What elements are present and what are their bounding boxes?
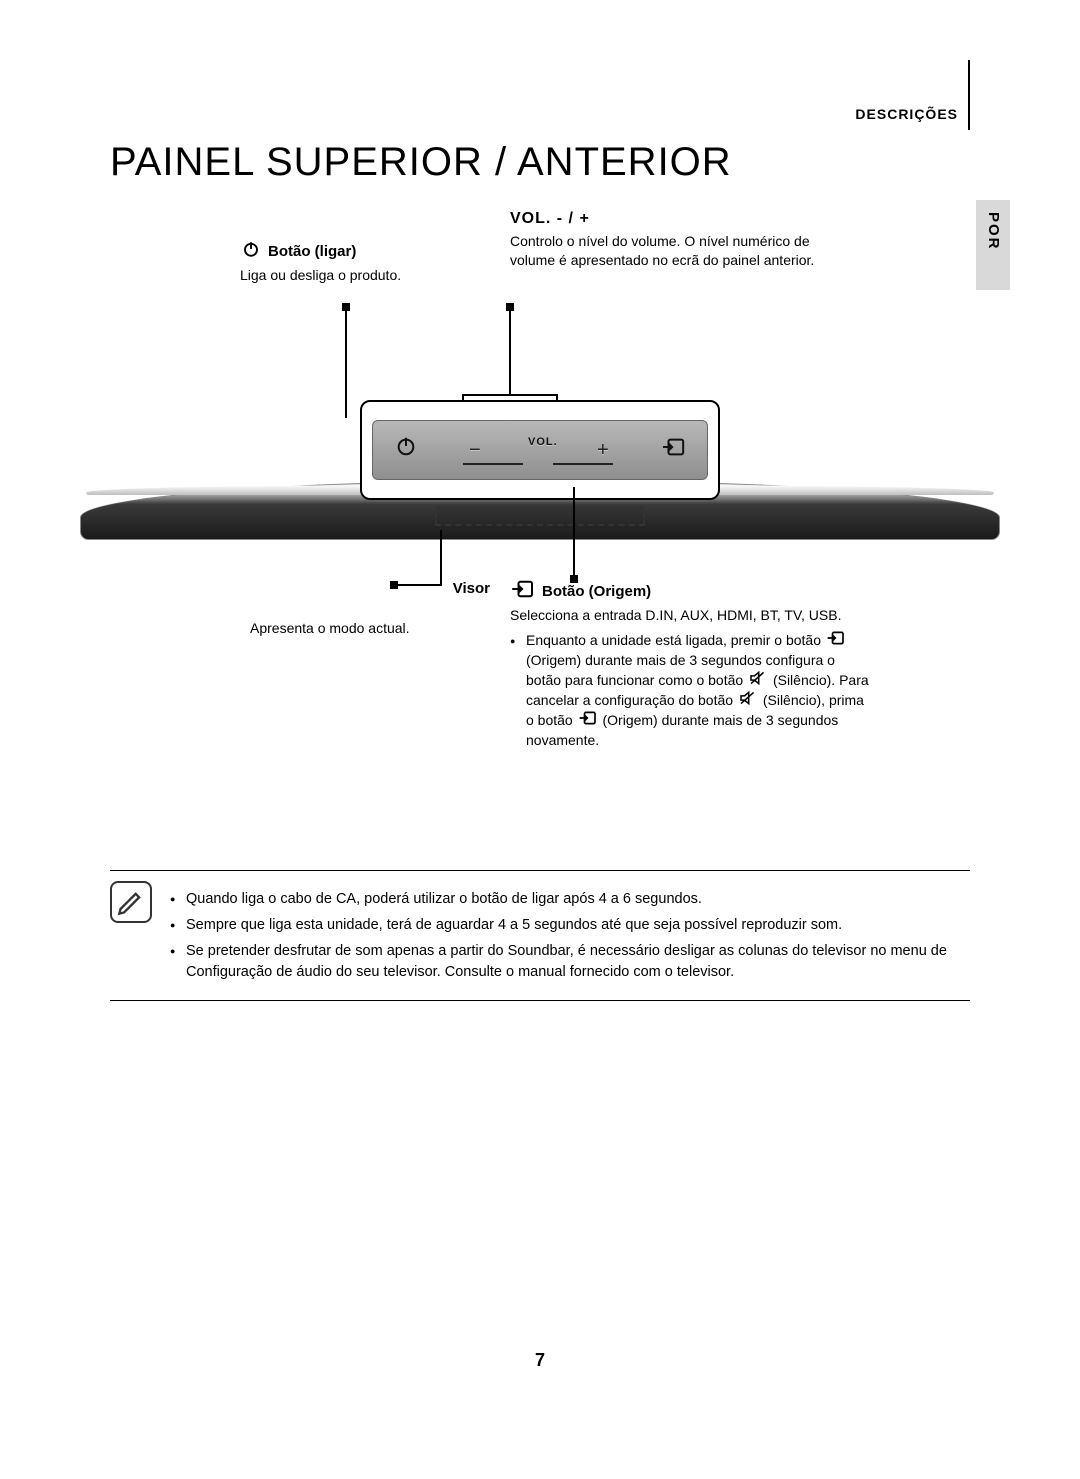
origin-desc: Selecciona a entrada D.IN, AUX, HDMI, BT…: [510, 606, 870, 625]
notes-section: Quando liga o cabo de CA, poderá utiliza…: [110, 870, 970, 1001]
note-item: Quando liga o cabo de CA, poderá utiliza…: [170, 889, 970, 911]
visor-heading: Visor: [250, 580, 490, 597]
note-icon: [110, 881, 152, 923]
panel-power-icon: [395, 435, 417, 463]
note-item: Sempre que liga esta unidade, terá de ag…: [170, 915, 970, 937]
language-tab: POR: [985, 212, 1002, 251]
notes-list: Quando liga o cabo de CA, poderá utiliza…: [170, 889, 970, 984]
section-label: DESCRIÇÕES: [855, 106, 958, 122]
page-title: PAINEL SUPERIOR / ANTERIOR: [110, 140, 732, 185]
header-divider: [968, 60, 970, 130]
origin-heading-text: Botão (Origem): [542, 583, 651, 600]
note-item: Se pretender desfrutar de som apenas a p…: [170, 941, 970, 985]
vol-underline: [463, 463, 523, 465]
power-desc: Liga ou desliga o produto.: [240, 266, 485, 285]
origin-heading: Botão (Origem): [510, 580, 870, 602]
leader-line: [573, 487, 575, 577]
power-callout: Botão (ligar) Liga ou desliga o produto.: [240, 240, 485, 285]
front-display-outline: [435, 506, 645, 526]
origin-callout: Botão (Origem) Selecciona a entrada D.IN…: [510, 580, 870, 754]
panel-vol-label: VOL.: [528, 436, 558, 448]
leader-dot: [506, 303, 514, 311]
source-icon: [827, 631, 845, 651]
power-heading: Botão (ligar): [240, 240, 485, 262]
origin-bullets: Enquanto a unidade está ligada, premir o…: [510, 631, 870, 751]
volume-heading: VOL. - / +: [510, 210, 840, 228]
power-heading-text: Botão (ligar): [268, 243, 356, 260]
device-figure: − VOL. +: [80, 370, 1000, 570]
vol-underline: [553, 463, 613, 465]
panel-vol-plus: +: [597, 439, 609, 462]
control-panel: − VOL. +: [360, 400, 720, 500]
panel-vol-minus: −: [469, 439, 481, 462]
visor-desc: Apresenta o modo actual.: [250, 619, 490, 638]
origin-bullet: Enquanto a unidade está ligada, premir o…: [510, 631, 870, 751]
leader-line: [440, 530, 442, 585]
control-panel-inner: − VOL. +: [372, 420, 708, 480]
panel-source-icon: [663, 437, 685, 463]
volume-callout: VOL. - / + Controlo o nível do volume. O…: [510, 210, 840, 270]
page-number: 7: [0, 1350, 1080, 1371]
source-icon: [512, 580, 534, 602]
mute-icon: [739, 691, 757, 711]
source-icon: [579, 711, 597, 731]
volume-desc: Controlo o nível do volume. O nível numé…: [510, 232, 840, 270]
origin-bullet-text: Enquanto a unidade está ligada, premir o…: [526, 632, 825, 648]
visor-callout: Visor Apresenta o modo actual.: [250, 580, 490, 638]
power-icon: [242, 240, 260, 262]
mute-icon: [749, 671, 767, 691]
leader-dot: [342, 303, 350, 311]
